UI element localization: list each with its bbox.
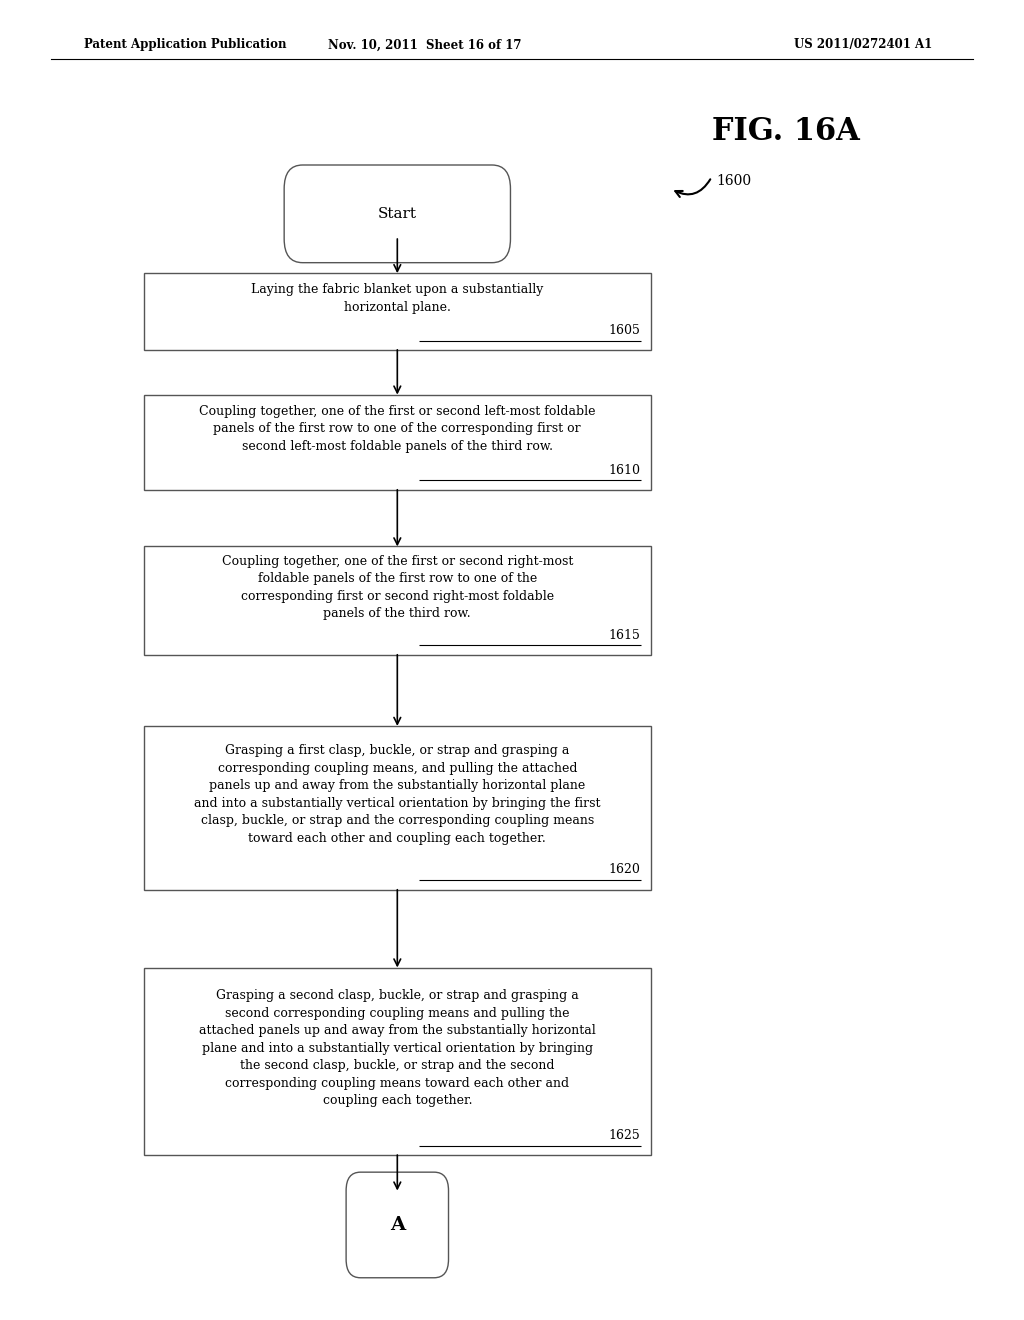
Text: Patent Application Publication: Patent Application Publication <box>84 38 287 51</box>
Text: Grasping a second clasp, buckle, or strap and grasping a
second corresponding co: Grasping a second clasp, buckle, or stra… <box>199 989 596 1107</box>
Text: FIG. 16A: FIG. 16A <box>712 116 859 148</box>
Text: 1625: 1625 <box>608 1129 641 1142</box>
Bar <box>143 546 651 655</box>
Text: Grasping a first clasp, buckle, or strap and grasping a
corresponding coupling m: Grasping a first clasp, buckle, or strap… <box>195 744 600 845</box>
FancyBboxPatch shape <box>346 1172 449 1278</box>
Text: 1600: 1600 <box>717 174 752 187</box>
Bar <box>143 273 651 350</box>
Text: 1620: 1620 <box>608 863 641 876</box>
Text: Coupling together, one of the first or second left-most foldable
panels of the f: Coupling together, one of the first or s… <box>199 405 596 453</box>
Text: Start: Start <box>378 207 417 220</box>
Bar <box>143 726 651 890</box>
Text: Laying the fabric blanket upon a substantially
horizontal plane.: Laying the fabric blanket upon a substan… <box>251 282 544 314</box>
Bar <box>143 968 651 1155</box>
Text: Coupling together, one of the first or second right-most
foldable panels of the : Coupling together, one of the first or s… <box>221 554 573 620</box>
FancyBboxPatch shape <box>284 165 510 263</box>
Text: A: A <box>390 1216 404 1234</box>
Text: 1610: 1610 <box>608 463 641 477</box>
Text: US 2011/0272401 A1: US 2011/0272401 A1 <box>794 38 932 51</box>
Text: Nov. 10, 2011  Sheet 16 of 17: Nov. 10, 2011 Sheet 16 of 17 <box>329 38 521 51</box>
Text: 1615: 1615 <box>608 628 641 642</box>
Bar <box>143 395 651 490</box>
Text: 1605: 1605 <box>608 323 641 337</box>
